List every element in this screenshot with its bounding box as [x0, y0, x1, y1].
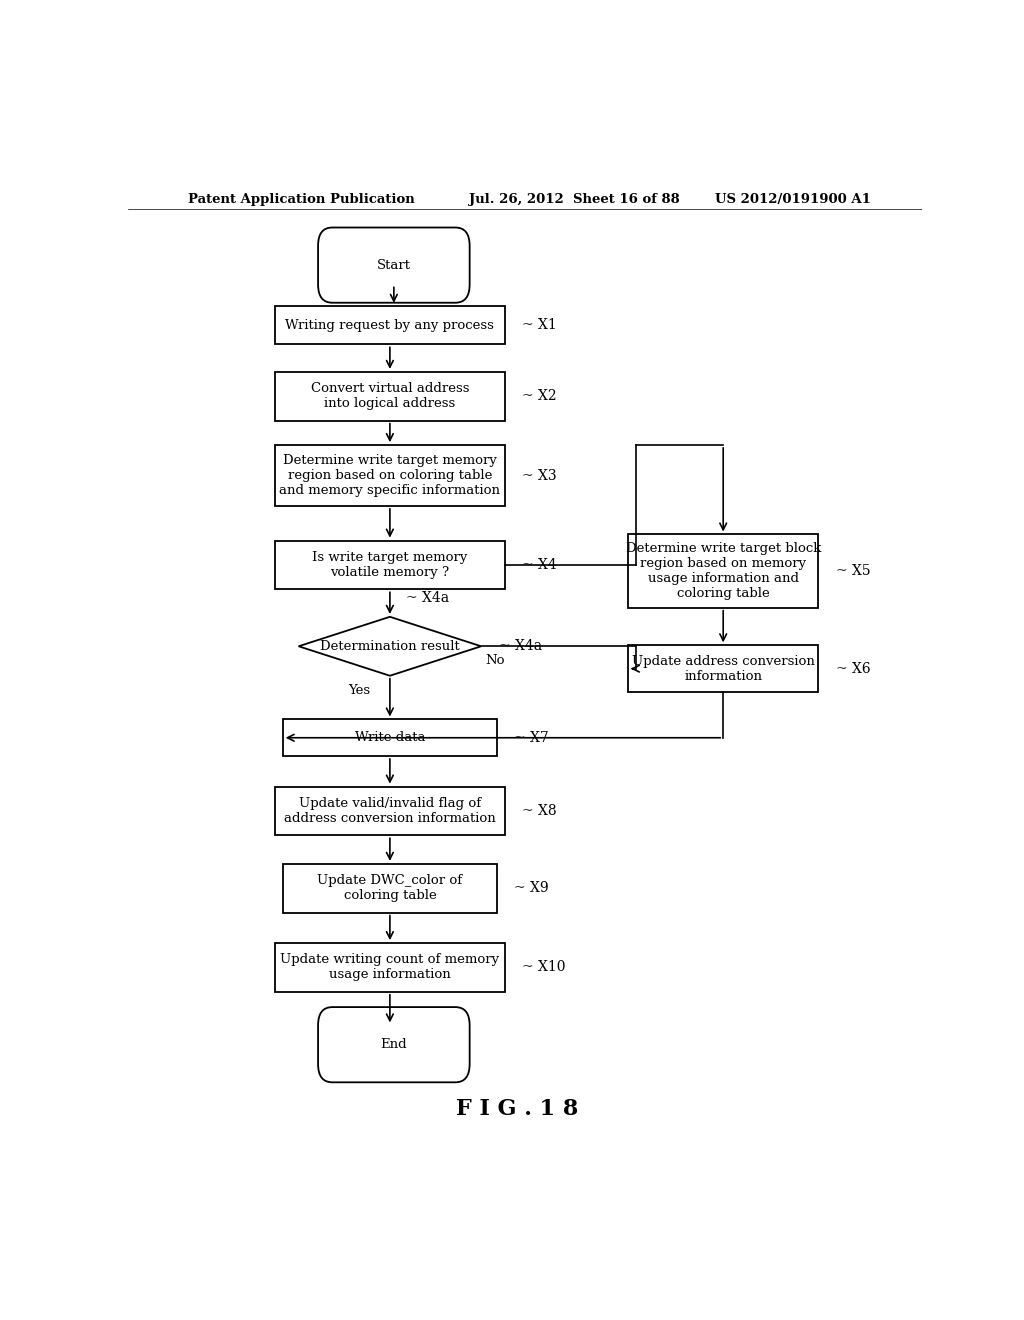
- Text: Patent Application Publication: Patent Application Publication: [187, 193, 415, 206]
- Text: Start: Start: [377, 259, 411, 272]
- FancyBboxPatch shape: [283, 863, 497, 912]
- Text: No: No: [485, 655, 505, 668]
- FancyBboxPatch shape: [274, 372, 505, 421]
- Text: ~ X8: ~ X8: [522, 804, 557, 818]
- Text: ~ X10: ~ X10: [522, 961, 566, 974]
- Text: ~ X6: ~ X6: [836, 661, 870, 676]
- Text: Write data: Write data: [354, 731, 425, 744]
- Text: ~ X4a: ~ X4a: [406, 590, 449, 605]
- Text: End: End: [381, 1039, 408, 1051]
- Text: ~ X3: ~ X3: [522, 469, 557, 483]
- Text: US 2012/0191900 A1: US 2012/0191900 A1: [715, 193, 871, 206]
- FancyBboxPatch shape: [274, 445, 505, 506]
- Text: Update address conversion
information: Update address conversion information: [632, 655, 815, 682]
- Polygon shape: [299, 616, 481, 676]
- Text: Jul. 26, 2012  Sheet 16 of 88: Jul. 26, 2012 Sheet 16 of 88: [469, 193, 680, 206]
- Text: Is write target memory
volatile memory ?: Is write target memory volatile memory ?: [312, 550, 468, 579]
- FancyBboxPatch shape: [628, 535, 818, 607]
- Text: F I G . 1 8: F I G . 1 8: [456, 1098, 579, 1119]
- Text: Convert virtual address
into logical address: Convert virtual address into logical add…: [310, 383, 469, 411]
- Text: Update DWC_color of
coloring table: Update DWC_color of coloring table: [317, 874, 463, 902]
- Text: Writing request by any process: Writing request by any process: [286, 318, 495, 331]
- Text: Determine write target memory
region based on coloring table
and memory specific: Determine write target memory region bas…: [280, 454, 501, 498]
- Text: Update writing count of memory
usage information: Update writing count of memory usage inf…: [281, 953, 500, 982]
- Text: ~ X2: ~ X2: [522, 389, 557, 403]
- FancyBboxPatch shape: [318, 1007, 470, 1082]
- FancyBboxPatch shape: [274, 787, 505, 836]
- Text: Update valid/invalid flag of
address conversion information: Update valid/invalid flag of address con…: [284, 797, 496, 825]
- Text: ~ X5: ~ X5: [836, 564, 870, 578]
- FancyBboxPatch shape: [274, 541, 505, 589]
- Text: ~ X9: ~ X9: [514, 882, 549, 895]
- Text: Yes: Yes: [348, 684, 370, 697]
- FancyBboxPatch shape: [283, 719, 497, 756]
- FancyBboxPatch shape: [274, 306, 505, 345]
- FancyBboxPatch shape: [274, 942, 505, 991]
- Text: ~ X4: ~ X4: [522, 558, 557, 572]
- Text: ~ X1: ~ X1: [522, 318, 557, 333]
- Text: ~ X7: ~ X7: [514, 731, 549, 744]
- FancyBboxPatch shape: [628, 645, 818, 692]
- Text: ~ X4a: ~ X4a: [499, 639, 542, 653]
- Text: Determine write target block
region based on memory
usage information and
colori: Determine write target block region base…: [626, 543, 821, 601]
- Text: Determination result: Determination result: [321, 640, 460, 653]
- FancyBboxPatch shape: [318, 227, 470, 302]
